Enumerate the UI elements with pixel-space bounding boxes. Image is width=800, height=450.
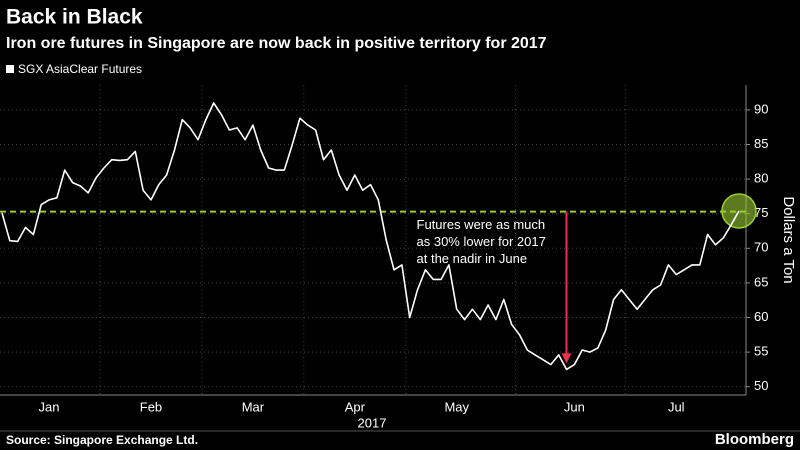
y-tick-label: 85 (754, 136, 768, 151)
x-tick-label: Jul (668, 399, 685, 414)
y-tick-label: 75 (754, 205, 768, 220)
y-tick-label: 55 (754, 344, 768, 359)
y-tick-label: 80 (754, 171, 768, 186)
y-tick-label: 65 (754, 274, 768, 289)
chart-subtitle: Iron ore futures in Singapore are now ba… (6, 35, 547, 52)
x-tick-label: Mar (242, 399, 265, 414)
x-tick-label: Jan (39, 399, 60, 414)
brand: Bloomberg (715, 431, 794, 448)
series-line (1, 102, 740, 371)
arrow-head (561, 353, 572, 364)
annotation: Futures were as much (417, 217, 546, 232)
y-tick-label: 90 (754, 101, 768, 116)
chart-title: Back in Black (6, 6, 143, 29)
legend-swatch (6, 65, 14, 73)
y-axis-label: Dollars a Ton (780, 196, 797, 283)
source: Source: Singapore Exchange Ltd. (6, 433, 198, 447)
y-tick-label: 50 (754, 378, 768, 393)
x-tick-label: Feb (140, 399, 162, 414)
y-tick-label: 70 (754, 240, 768, 255)
x-tick-label: Jun (564, 399, 585, 414)
y-tick-label: 60 (754, 309, 768, 324)
x-axis-label: 2017 (358, 415, 387, 430)
annotation: at the nadir in June (417, 251, 528, 266)
legend-label: SGX AsiaClear Futures (18, 62, 142, 76)
annotation: as 30% lower for 2017 (417, 234, 546, 249)
x-tick-label: Apr (345, 399, 366, 414)
x-tick-label: May (444, 399, 469, 414)
